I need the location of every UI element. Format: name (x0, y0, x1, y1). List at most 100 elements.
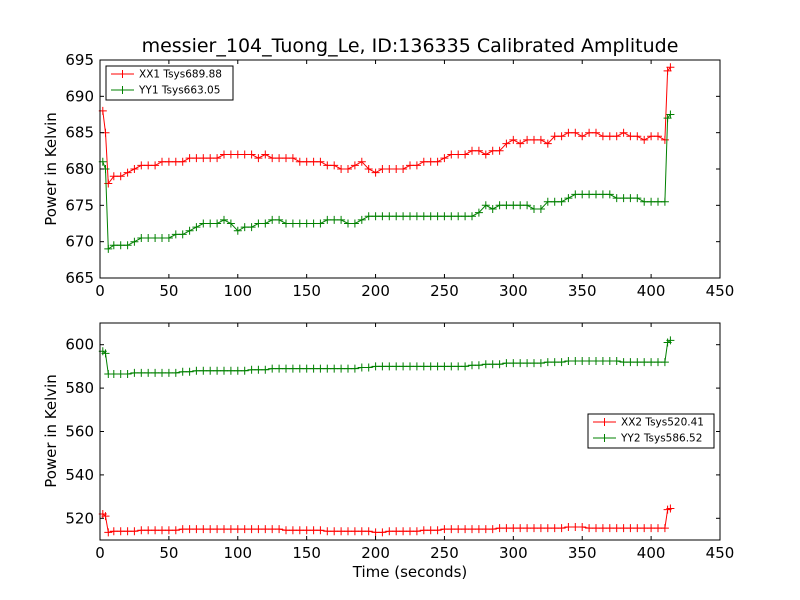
data-point-yy1 (178, 230, 187, 239)
data-point-xx1 (523, 135, 532, 144)
data-point-xx2 (585, 524, 594, 533)
data-point-xx2 (226, 525, 235, 534)
data-point-xx1 (626, 132, 635, 141)
data-point-xx2 (619, 524, 628, 533)
data-point-xx1 (571, 128, 580, 137)
data-point-xx2 (530, 524, 538, 533)
data-point-yy2 (158, 368, 166, 377)
data-point-yy1 (233, 226, 242, 235)
data-point-xx2 (309, 526, 318, 535)
data-point-xx2 (282, 526, 290, 535)
data-point-yy2 (605, 357, 614, 365)
data-point-xx2 (481, 525, 490, 534)
data-point-yy2 (302, 364, 311, 373)
data-point-xx2 (247, 525, 256, 534)
data-point-yy2 (371, 362, 380, 371)
data-point-xx2 (509, 524, 518, 533)
data-point-yy2 (185, 367, 194, 376)
data-point-yy1 (130, 237, 139, 246)
data-point-yy1 (578, 190, 587, 199)
data-point-xx2 (385, 527, 394, 536)
data-point-yy2 (254, 365, 263, 374)
data-point-xx2 (612, 524, 621, 533)
data-point-yy2 (564, 357, 573, 365)
data-point-xx2 (419, 526, 428, 535)
data-point-xx2 (137, 526, 146, 535)
data-point-xx2 (323, 527, 332, 536)
data-point-yy1 (344, 219, 352, 228)
data-point-yy1 (619, 194, 628, 203)
data-point-yy1 (474, 208, 483, 217)
top-x-tick-label: 200 (361, 282, 390, 300)
data-point-yy2 (178, 367, 187, 376)
data-point-yy2 (295, 364, 304, 373)
data-point-yy2 (626, 358, 635, 367)
data-point-xx1 (488, 146, 497, 155)
data-point-yy1 (192, 223, 201, 232)
data-point-yy2 (123, 370, 132, 378)
data-point-yy1 (461, 212, 470, 221)
data-point-yy2 (619, 358, 628, 367)
data-point-xx2 (261, 525, 270, 534)
bottom-legend-box (587, 413, 715, 449)
data-point-yy2 (392, 362, 401, 371)
legend-marker-xx2 (600, 418, 609, 426)
data-point-xx2 (151, 526, 160, 535)
data-point-yy1 (633, 194, 642, 203)
data-point-yy1 (626, 194, 635, 203)
data-point-xx1 (261, 150, 270, 159)
data-point-yy2 (309, 364, 318, 373)
top-x-tick-label: 100 (223, 282, 252, 300)
data-point-xx2 (461, 525, 470, 534)
data-point-xx1 (220, 150, 228, 159)
data-point-xx1 (509, 135, 518, 144)
top-y-tick-label: 690 (65, 87, 94, 105)
data-point-yy2 (571, 357, 580, 365)
data-point-xx1 (585, 128, 594, 137)
data-point-xx2 (192, 525, 201, 534)
data-point-xx1 (130, 165, 139, 173)
chart-title: messier_104_Tuong_Le, ID:136335 Calibrat… (142, 35, 679, 57)
data-point-yy1 (309, 219, 318, 228)
data-point-yy1 (495, 201, 504, 210)
data-point-xx2 (330, 527, 339, 536)
data-point-xx1 (330, 161, 339, 170)
data-point-yy1 (543, 197, 552, 206)
data-point-xx1 (536, 135, 545, 144)
data-point-xx2 (426, 526, 435, 535)
data-point-xx1 (123, 168, 132, 177)
top-panel: 0 50 100 150 200 250 300 350 400 450 665 670 675 680 6… (42, 51, 734, 300)
data-point-xx2 (378, 528, 387, 537)
data-point-xx1 (302, 157, 311, 166)
data-point-xx1 (447, 150, 456, 159)
data-point-xx2 (468, 525, 476, 534)
data-point-yy2 (633, 358, 642, 367)
data-point-yy2 (151, 368, 160, 377)
data-point-xx1 (640, 135, 649, 144)
data-point-xx1 (109, 172, 118, 181)
data-point-yy1 (282, 219, 290, 228)
data-point-xx1 (378, 165, 387, 173)
data-point-yy1 (598, 190, 607, 199)
legend-marker-yy1 (118, 86, 127, 94)
bottom-x-tick-label: 250 (430, 544, 459, 562)
data-point-xx2 (233, 525, 242, 534)
data-point-xx2 (220, 525, 228, 534)
data-point-xx2 (123, 527, 132, 536)
data-point-xx2 (254, 525, 263, 534)
data-point-xx1 (392, 165, 401, 173)
data-point-yy2 (101, 349, 110, 358)
data-point-xx2 (412, 527, 421, 536)
data-point-xx2 (666, 504, 675, 513)
data-point-xx1 (666, 63, 675, 72)
data-point-xx1 (612, 132, 621, 141)
data-point-xx2 (164, 526, 173, 535)
top-y-axis-label: Power in Kelvin (42, 112, 60, 226)
data-point-xx2 (185, 525, 194, 534)
data-point-xx1 (419, 157, 428, 166)
top-y-tick-label: 685 (65, 124, 94, 142)
data-point-yy1 (481, 201, 490, 210)
data-point-yy1 (288, 219, 297, 228)
data-point-xx1 (268, 154, 277, 163)
data-point-xx1 (654, 132, 662, 141)
